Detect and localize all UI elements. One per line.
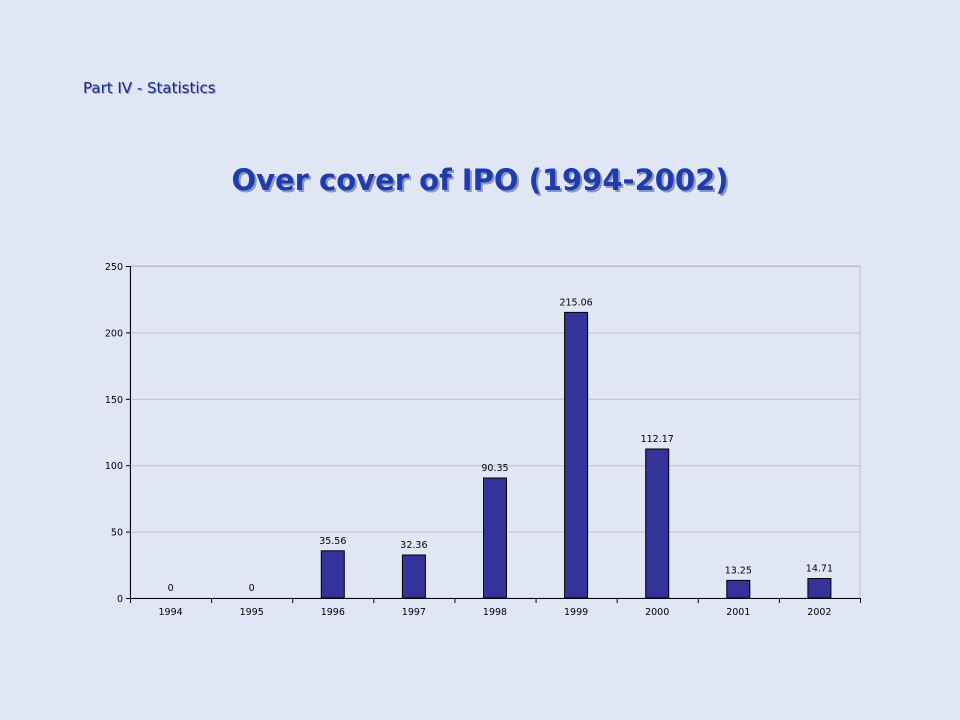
y-tick-label: 100 (105, 461, 123, 472)
bar-1999 (564, 311, 589, 599)
bar-1996 (320, 550, 345, 599)
data-label: 14.71 (806, 564, 833, 575)
section-label: Part IV - Statistics (83, 79, 216, 97)
y-tick-label: 200 (105, 328, 123, 339)
axes (126, 266, 861, 603)
labels: 0 50 100 150 200 250 1994 0 1995 0 1996 35.56 1997 32… (105, 262, 833, 618)
y-tick-label: 50 (111, 528, 123, 539)
y-tick-label: 250 (105, 262, 123, 273)
data-label: 90.35 (481, 463, 508, 474)
x-tick-label: 1997 (402, 607, 426, 618)
data-label: 0 (249, 583, 255, 594)
data-label: 0 (168, 583, 174, 594)
slide-title: Over cover of IPO (1994-2002) (231, 163, 729, 197)
bar-2002 (807, 578, 832, 599)
x-tick-label: 2000 (645, 607, 669, 618)
y-tick-label: 150 (105, 395, 123, 406)
data-label: 215.06 (559, 297, 592, 308)
data-label: 32.36 (400, 540, 427, 551)
data-label: 35.56 (319, 536, 346, 547)
x-tick-label: 1995 (240, 607, 264, 618)
x-tick-label: 2002 (807, 607, 831, 618)
data-label: 13.25 (725, 565, 752, 576)
y-tick-label: 0 (117, 594, 123, 605)
x-tick-label: 1994 (159, 607, 183, 618)
x-tick-label: 1999 (564, 607, 588, 618)
bar-1998 (483, 477, 507, 599)
bar-1997 (401, 554, 426, 599)
bar-2001 (726, 579, 751, 599)
data-label: 112.17 (641, 434, 674, 445)
bar-2000 (645, 448, 670, 599)
x-tick-label: 2001 (726, 607, 750, 618)
x-tick-label: 1998 (483, 607, 507, 618)
x-tick-label: 1996 (321, 607, 345, 618)
